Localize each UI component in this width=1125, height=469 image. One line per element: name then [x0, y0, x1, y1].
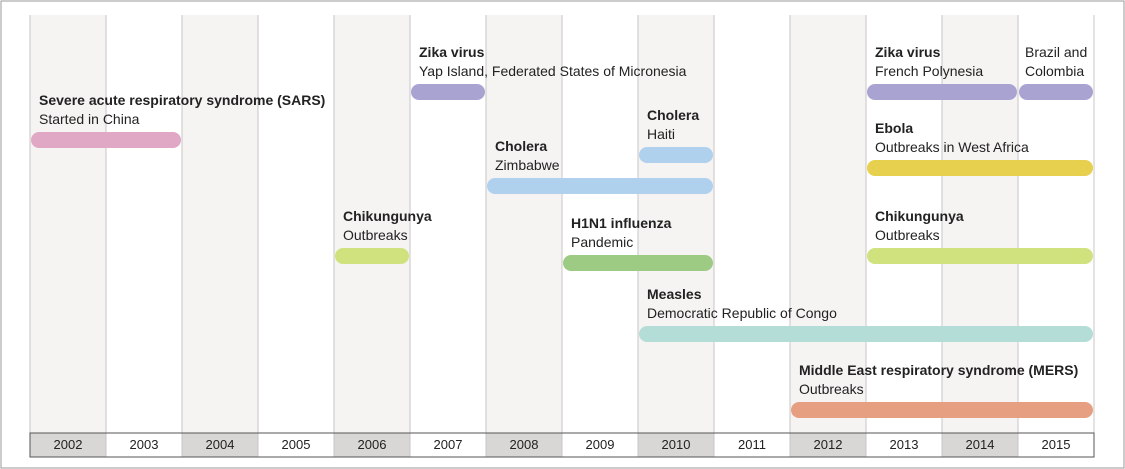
event-bar [867, 84, 1017, 100]
year-column [258, 15, 334, 433]
event-bar [31, 132, 181, 148]
event-label: Yap Island, Federated States of Micrones… [419, 63, 687, 79]
axis-band [29, 432, 1095, 458]
axis-cell [1018, 433, 1094, 457]
event-label: Started in China [39, 111, 140, 127]
axis-cell [562, 433, 638, 457]
event-label: Pandemic [571, 234, 634, 250]
x-tick-label: 2003 [129, 437, 159, 452]
x-tick-label: 2014 [965, 437, 995, 452]
year-column [790, 15, 866, 433]
year-column [562, 15, 638, 433]
x-tick-label: 2007 [433, 437, 463, 452]
x-tick-label: 2008 [509, 437, 539, 452]
x-tick-label: 2015 [1041, 437, 1071, 452]
x-tick-label: 2004 [205, 437, 235, 452]
axis-cell [486, 433, 562, 457]
axis-cell [106, 433, 182, 457]
event-bar [335, 248, 409, 264]
event-name: Cholera [647, 107, 700, 123]
event-name: Chikungunya [343, 208, 432, 224]
x-tick-label: 2002 [53, 437, 83, 452]
event-name: H1N1 influenza [571, 215, 672, 231]
event-name: Zika virus [875, 44, 941, 60]
event-bar [867, 248, 1093, 264]
x-tick-label: 2011 [738, 437, 766, 452]
event-label: Zimbabwe [495, 157, 560, 173]
event-label: Haiti [647, 126, 676, 142]
axis-cell [410, 433, 486, 457]
event-label: Democratic Republic of Congo [647, 305, 837, 321]
event-name: Chikungunya [875, 208, 964, 224]
x-tick-label: 2010 [661, 437, 691, 452]
event-name: Cholera [495, 138, 548, 154]
year-column [714, 15, 790, 433]
axis-cell [258, 433, 334, 457]
event-label: Outbreaks [343, 227, 408, 243]
event-label: Outbreaks in West Africa [875, 139, 1029, 155]
event-bar [791, 402, 1093, 418]
event-bar [639, 326, 1093, 342]
event-name: Zika virus [419, 44, 485, 60]
year-column [182, 15, 258, 433]
event-name: Middle East respiratory syndrome (MERS) [799, 362, 1079, 378]
year-column [638, 15, 714, 433]
axis-cell [30, 433, 106, 457]
year-column [30, 15, 106, 433]
event-label: Outbreaks [875, 227, 940, 243]
axis-cell [182, 433, 258, 457]
x-tick-label: 2013 [889, 437, 919, 452]
event-label: Brazil and Colombia [1025, 44, 1088, 79]
event-bar [867, 160, 1093, 176]
year-column [334, 15, 410, 433]
event-bar [487, 178, 713, 194]
x-tick-label: 2005 [281, 437, 311, 452]
x-tick-label: 2012 [813, 437, 843, 452]
x-tick-label: 2009 [585, 437, 615, 452]
year-column [486, 15, 562, 433]
axis-cell [790, 433, 866, 457]
axis-cell [714, 433, 790, 457]
event-name: Measles [647, 286, 702, 302]
event-name: Ebola [875, 120, 914, 136]
event-bar [411, 84, 485, 100]
axis-cell [942, 433, 1018, 457]
year-column [106, 15, 182, 433]
axis-cell [866, 433, 942, 457]
event-bar [563, 255, 713, 271]
event-bar [639, 147, 713, 163]
axis-cell [638, 433, 714, 457]
event-bar [1019, 84, 1093, 100]
event-name: Severe acute respiratory syndrome (SARS) [39, 92, 326, 108]
event-label: Outbreaks [799, 381, 864, 397]
event-label: French Polynesia [875, 63, 984, 79]
x-tick-label: 2006 [357, 437, 387, 452]
axis-cell [334, 433, 410, 457]
